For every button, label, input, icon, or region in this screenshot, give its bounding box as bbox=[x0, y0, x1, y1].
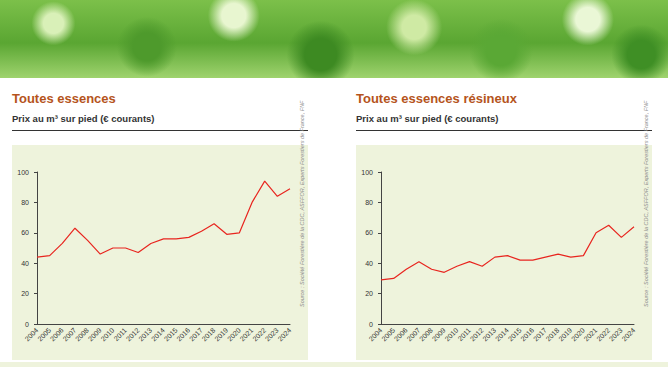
svg-text:2013: 2013 bbox=[481, 326, 497, 342]
svg-text:2023: 2023 bbox=[264, 326, 280, 342]
svg-text:2008: 2008 bbox=[418, 326, 434, 342]
html-text:Source : Société Forestière de: Source : Société Forestière de la CDC, A… bbox=[643, 100, 649, 307]
svg-text:2011: 2011 bbox=[112, 326, 128, 343]
svg-text:2020: 2020 bbox=[570, 326, 586, 342]
svg-text:2019: 2019 bbox=[213, 326, 229, 342]
svg-text:2017: 2017 bbox=[188, 326, 204, 342]
svg-text:2021: 2021 bbox=[239, 326, 255, 342]
svg-text:80: 80 bbox=[365, 199, 373, 206]
html-text:Source : Société Forestière de: Source : Société Forestière de la CDC, A… bbox=[299, 100, 305, 307]
svg-text:2018: 2018 bbox=[201, 326, 217, 342]
svg-text:2022: 2022 bbox=[251, 326, 267, 342]
svg-text:2016: 2016 bbox=[519, 326, 535, 342]
svg-text:2022: 2022 bbox=[595, 326, 611, 342]
svg-text:2019: 2019 bbox=[557, 326, 573, 342]
svg-text:2014: 2014 bbox=[494, 326, 510, 342]
svg-text:2005: 2005 bbox=[380, 326, 396, 342]
svg-text:100: 100 bbox=[17, 169, 29, 176]
svg-text:20: 20 bbox=[21, 290, 29, 297]
svg-text:2024: 2024 bbox=[277, 326, 293, 342]
svg-text:2015: 2015 bbox=[163, 326, 179, 342]
svg-text:2018: 2018 bbox=[545, 326, 561, 342]
svg-text:2007: 2007 bbox=[61, 326, 77, 342]
svg-text:2009: 2009 bbox=[87, 326, 103, 342]
svg-text:2006: 2006 bbox=[393, 326, 409, 342]
html-text:Toutes essences: Toutes essences bbox=[12, 91, 116, 106]
svg-text:0: 0 bbox=[369, 321, 373, 328]
svg-text:2017: 2017 bbox=[532, 326, 548, 342]
svg-text:2010: 2010 bbox=[443, 326, 459, 342]
svg-text:2024: 2024 bbox=[621, 326, 637, 342]
svg-text:2023: 2023 bbox=[608, 326, 624, 342]
svg-text:2014: 2014 bbox=[150, 326, 166, 342]
svg-text:2004: 2004 bbox=[368, 326, 384, 342]
svg-text:2007: 2007 bbox=[405, 326, 421, 342]
svg-text:40: 40 bbox=[21, 260, 29, 267]
svg-text:2015: 2015 bbox=[507, 326, 523, 342]
svg-text:60: 60 bbox=[21, 229, 29, 236]
svg-text:2016: 2016 bbox=[175, 326, 191, 342]
svg-text:100: 100 bbox=[361, 169, 373, 176]
svg-text:60: 60 bbox=[365, 229, 373, 236]
svg-text:2020: 2020 bbox=[226, 326, 242, 342]
svg-text:40: 40 bbox=[365, 260, 373, 267]
svg-text:2012: 2012 bbox=[125, 326, 141, 342]
svg-text:2006: 2006 bbox=[49, 326, 65, 342]
svg-text:2009: 2009 bbox=[431, 326, 447, 342]
svg-text:20: 20 bbox=[365, 290, 373, 297]
svg-text:2008: 2008 bbox=[74, 326, 90, 342]
svg-text:2005: 2005 bbox=[36, 326, 52, 342]
html-text:Prix au m³ sur pied (€ courant: Prix au m³ sur pied (€ courants) bbox=[12, 113, 155, 124]
svg-text:0: 0 bbox=[25, 321, 29, 328]
html-text:Prix au m³ sur pied (€ courant: Prix au m³ sur pied (€ courants) bbox=[356, 113, 499, 124]
svg-text:2004: 2004 bbox=[24, 326, 40, 342]
svg-text:2012: 2012 bbox=[469, 326, 485, 342]
svg-text:80: 80 bbox=[21, 199, 29, 206]
html-text:Toutes essences résineux: Toutes essences résineux bbox=[356, 91, 517, 106]
svg-text:2021: 2021 bbox=[583, 326, 599, 342]
svg-text:2011: 2011 bbox=[456, 326, 472, 343]
svg-text:2013: 2013 bbox=[137, 326, 153, 342]
svg-text:2010: 2010 bbox=[99, 326, 115, 342]
